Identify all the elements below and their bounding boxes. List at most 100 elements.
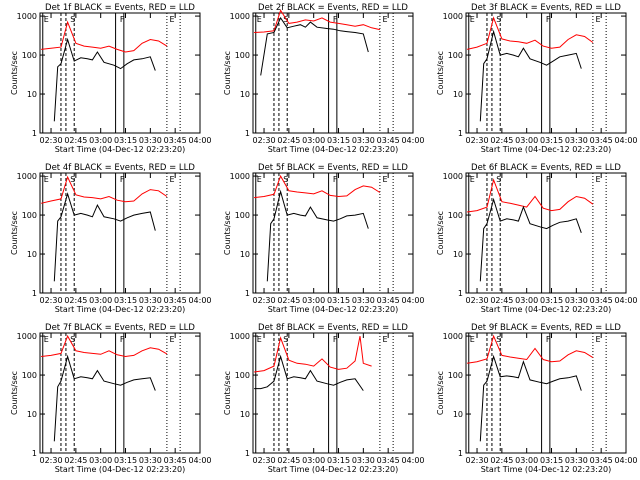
x-tick-label: 04:00 [614,136,637,145]
event-marker-label: F [546,15,551,24]
y-tick-label: 1000 [230,172,250,181]
x-tick-label: 03:30 [352,296,375,305]
event-marker-label: E [470,175,475,184]
y-tick-label: 100 [448,371,463,380]
x-axis-label: Start Time (04-Dec-12 02:23:20) [481,145,612,154]
x-tick-label: 02:30 [253,296,276,305]
event-marker-label: E [470,335,475,344]
event-marker-label: E [170,175,175,184]
event-marker-label: F [333,335,338,344]
plot-frame [39,12,201,134]
x-tick-label: 03:00 [89,456,112,465]
x-tick-label: 02:30 [253,456,276,465]
event-marker-label: S [496,15,501,24]
y-tick-label: 10 [453,90,463,99]
y-tick-label: 1000 [443,172,463,181]
x-tick-label: 03:15 [327,296,350,305]
x-tick-label: 04:00 [188,456,211,465]
event-marker-label: E [257,335,262,344]
event-marker-label: E [170,335,175,344]
x-tick-label: 02:30 [40,136,63,145]
x-tick-label: 02:30 [466,136,489,145]
x-tick-label: 03:30 [352,136,375,145]
x-tick-label: 03:45 [377,296,400,305]
y-tick-label: 100 [448,211,463,220]
y-tick-label: 10 [240,410,250,419]
event-marker-label: E [383,15,388,24]
panel-det-3: Det 3f BLACK = Events, RED = LLD 1 10 100 10… [436,3,638,154]
x-tick-label: 03:45 [377,456,400,465]
y-tick-label: 1 [458,449,463,458]
x-tick-label: 03:00 [515,456,538,465]
event-marker-label: S [496,335,501,344]
x-tick-label: 02:30 [40,296,63,305]
event-marker-label: E [257,15,262,24]
panel-det-1: Det 1f BLACK = Events, RED = LLD 1 10 100 10… [10,3,212,154]
y-tick-label: 1 [32,289,37,298]
y-axis-label: Counts/sec [436,371,445,415]
event-marker-label: F [546,175,551,184]
events-series-line [479,354,582,442]
panel-title: Det 7f BLACK = Events, RED = LLD [45,323,195,333]
panel-title: Det 2f BLACK = Events, RED = LLD [258,3,408,13]
x-tick-label: 03:15 [327,456,350,465]
events-series-line [53,354,156,442]
lld-series-line [254,174,381,199]
events-series-line [53,37,156,122]
x-tick-label: 03:00 [302,296,325,305]
y-tick-label: 1 [245,449,250,458]
panel-det-5: Det 5f BLACK = Events, RED = LLD 1 10 100 10… [223,163,425,314]
panel-title: Det 3f BLACK = Events, RED = LLD [471,3,621,13]
y-axis-label: Counts/sec [223,371,232,415]
x-tick-label: 02:45 [64,456,87,465]
event-marker-label: F [333,15,338,24]
panel-det-6: Det 6f BLACK = Events, RED = LLD 1 10 100 10… [436,163,638,314]
x-tick-label: 04:00 [188,136,211,145]
events-series-line [479,29,582,122]
x-tick-label: 02:45 [277,136,300,145]
lld-series-line [254,9,381,33]
event-marker-label: S [283,15,288,24]
x-tick-label: 02:30 [466,296,489,305]
x-tick-label: 03:15 [540,296,563,305]
event-marker-label: S [496,175,501,184]
x-tick-label: 03:15 [114,296,137,305]
x-tick-label: 03:30 [565,296,588,305]
x-tick-label: 03:15 [540,456,563,465]
x-tick-label: 03:30 [139,296,162,305]
y-tick-label: 1 [245,129,250,138]
x-tick-label: 02:45 [64,136,87,145]
panel-det-8: Det 8f BLACK = Events, RED = LLD 1 10 100 10… [223,323,425,474]
plot-frame [465,12,627,134]
x-tick-label: 03:45 [590,296,613,305]
plot-frame [252,12,414,134]
lld-series-line [254,336,372,373]
event-marker-label: F [120,175,125,184]
x-tick-label: 03:45 [164,456,187,465]
x-tick-label: 03:00 [89,296,112,305]
x-tick-label: 04:00 [614,456,637,465]
panel-title: Det 6f BLACK = Events, RED = LLD [471,163,621,173]
x-tick-label: 03:30 [139,136,162,145]
event-marker-label: E [44,175,49,184]
y-tick-label: 10 [27,90,37,99]
y-axis-label: Counts/sec [436,211,445,255]
plot-frame [465,332,627,454]
plot-frame [252,332,414,454]
event-marker-label: F [120,335,125,344]
y-tick-label: 1 [32,449,37,458]
panel-title: Det 4f BLACK = Events, RED = LLD [45,163,195,173]
event-marker-label: F [120,15,125,24]
events-series-line [479,197,582,282]
x-tick-label: 02:45 [277,296,300,305]
x-tick-label: 02:45 [490,456,513,465]
x-axis-label: Start Time (04-Dec-12 02:23:20) [55,145,186,154]
lld-series-line [40,175,168,204]
x-tick-label: 03:45 [164,296,187,305]
x-tick-label: 03:00 [515,136,538,145]
lld-series-line [41,20,168,53]
plot-frame [39,332,201,454]
plot-frame [39,172,201,294]
event-marker-label: E [170,15,175,24]
